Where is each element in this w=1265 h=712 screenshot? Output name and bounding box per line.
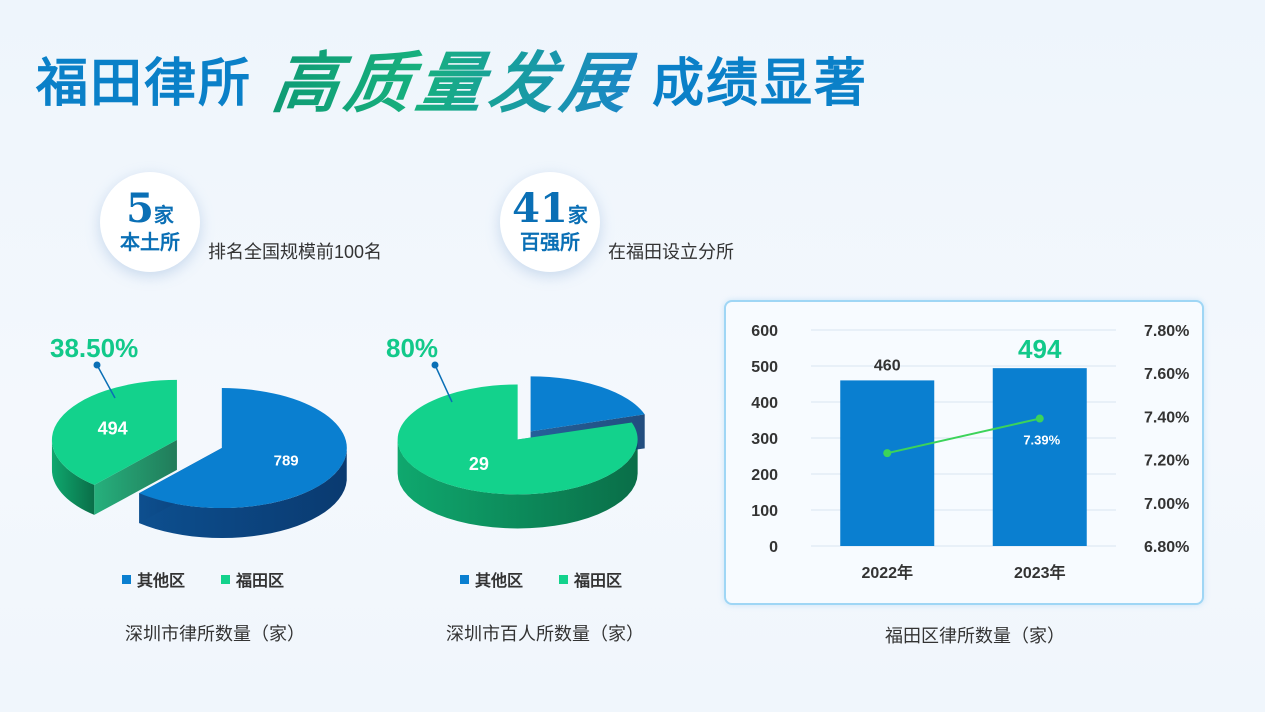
pie-side-1: [397, 439, 638, 529]
bar-chart-panel: 600 500 400 300 200 100 0 7.80% 7.60% 7.40% 7.20% 7…: [724, 300, 1204, 605]
percent-label: 38.50%: [50, 333, 138, 363]
pie-chart-shenzhen-firms: 789 494 38.50%: [40, 330, 360, 555]
pie-chart-shenzhen-top-firms: 29 80%: [380, 330, 670, 555]
percent-label: 80%: [386, 333, 438, 363]
y2-tick-label: 7.00%: [1144, 496, 1189, 513]
pie2-caption: 深圳市百人所数量（家）: [446, 624, 644, 644]
y-tick-label: 400: [751, 395, 778, 412]
badge-unit: 家: [153, 203, 174, 227]
y-tick-label: 500: [751, 359, 778, 376]
pie1-caption: 深圳市律所数量（家）: [125, 624, 305, 644]
badge-label: 本土所: [120, 230, 180, 254]
pie-side-1: [51, 439, 95, 515]
y2-tick-label: 7.60%: [1144, 366, 1189, 383]
y-tick-label: 100: [751, 503, 778, 520]
badge-number: 5: [126, 185, 154, 232]
pie2-legend: 其他区 福田区: [460, 567, 622, 591]
pie-slice-福田区: [397, 384, 638, 495]
badge-top-firms: 41家 百强所: [500, 172, 600, 272]
pie-side-0: [139, 450, 347, 539]
legend-label: 福田区: [236, 573, 285, 590]
x-tick-label: 2023年: [1014, 563, 1066, 582]
y2-tick-label: 7.20%: [1144, 453, 1189, 470]
x-tick-label: 2022年: [861, 563, 913, 582]
y2-tick-label: 7.80%: [1144, 323, 1189, 340]
callout-dot: [93, 361, 101, 369]
title-part1: 福田律所: [36, 53, 253, 114]
pie-slice-label: 789: [274, 453, 299, 470]
bar-2022年: [840, 380, 935, 546]
badge-number: 41: [512, 185, 568, 232]
badge-desc: 在福田设立分所: [608, 242, 734, 262]
y-tick-label: 600: [751, 323, 778, 340]
legend-item-futian: 福田区: [221, 567, 284, 591]
pie-slice-label: 494: [98, 418, 128, 438]
legend-item-other: 其他区: [122, 567, 185, 591]
legend-item-futian: 福田区: [559, 567, 622, 591]
y2-tick-label: 6.80%: [1144, 539, 1189, 556]
callout-dot: [431, 361, 439, 369]
pie-cut-wall: [94, 439, 177, 515]
legend-swatch: [122, 574, 131, 584]
y-tick-label: 300: [751, 431, 778, 448]
badge-label: 百强所: [520, 230, 580, 254]
badge-desc: 排名全国规模前100名: [208, 242, 383, 262]
line-point: [883, 449, 892, 458]
line-point: [1035, 414, 1044, 423]
legend-swatch: [460, 574, 469, 584]
bar-chart-svg: 600 500 400 300 200 100 0 7.80% 7.60% 7.40% 7.20% 7…: [751, 323, 1189, 582]
y2-tick-label: 7.40%: [1144, 409, 1189, 426]
callout-line: [96, 364, 116, 399]
bar-caption: 福田区律所数量（家）: [885, 626, 1065, 646]
pie-svg: 29 80%: [386, 333, 645, 529]
page-title: 福田律所 高质量发展 成绩显著: [36, 38, 869, 122]
bar-value-label: 460: [874, 357, 901, 374]
pie1-legend: 其他区 福田区: [122, 567, 284, 591]
pie-slice-其他区: [139, 388, 347, 509]
y-tick-label: 0: [769, 539, 778, 556]
y-tick-label: 200: [751, 467, 778, 484]
callout-line: [434, 364, 453, 403]
badge-unit: 家: [567, 203, 588, 227]
bar-2023年: [992, 368, 1087, 546]
title-part2: 高质量发展: [267, 30, 640, 126]
line-series: [887, 417, 1040, 455]
legend-swatch: [221, 574, 231, 584]
line-point-label: 7.39%: [1023, 433, 1060, 448]
legend-label: 其他区: [475, 573, 524, 590]
bar-value-label: 494: [1018, 334, 1062, 364]
badge-local-firms: 5家 本土所: [100, 172, 200, 272]
legend-swatch: [559, 574, 569, 584]
legend-item-other: 其他区: [460, 567, 523, 591]
pie-svg: 789 494 38.50%: [50, 333, 347, 539]
legend-label: 其他区: [137, 573, 186, 590]
title-part3: 成绩显著: [652, 53, 869, 114]
pie-slice-label: 29: [469, 454, 489, 474]
pie-slice-福田区: [51, 379, 177, 485]
pie-slice-其他区: [530, 376, 645, 432]
legend-label: 福田区: [574, 573, 623, 590]
